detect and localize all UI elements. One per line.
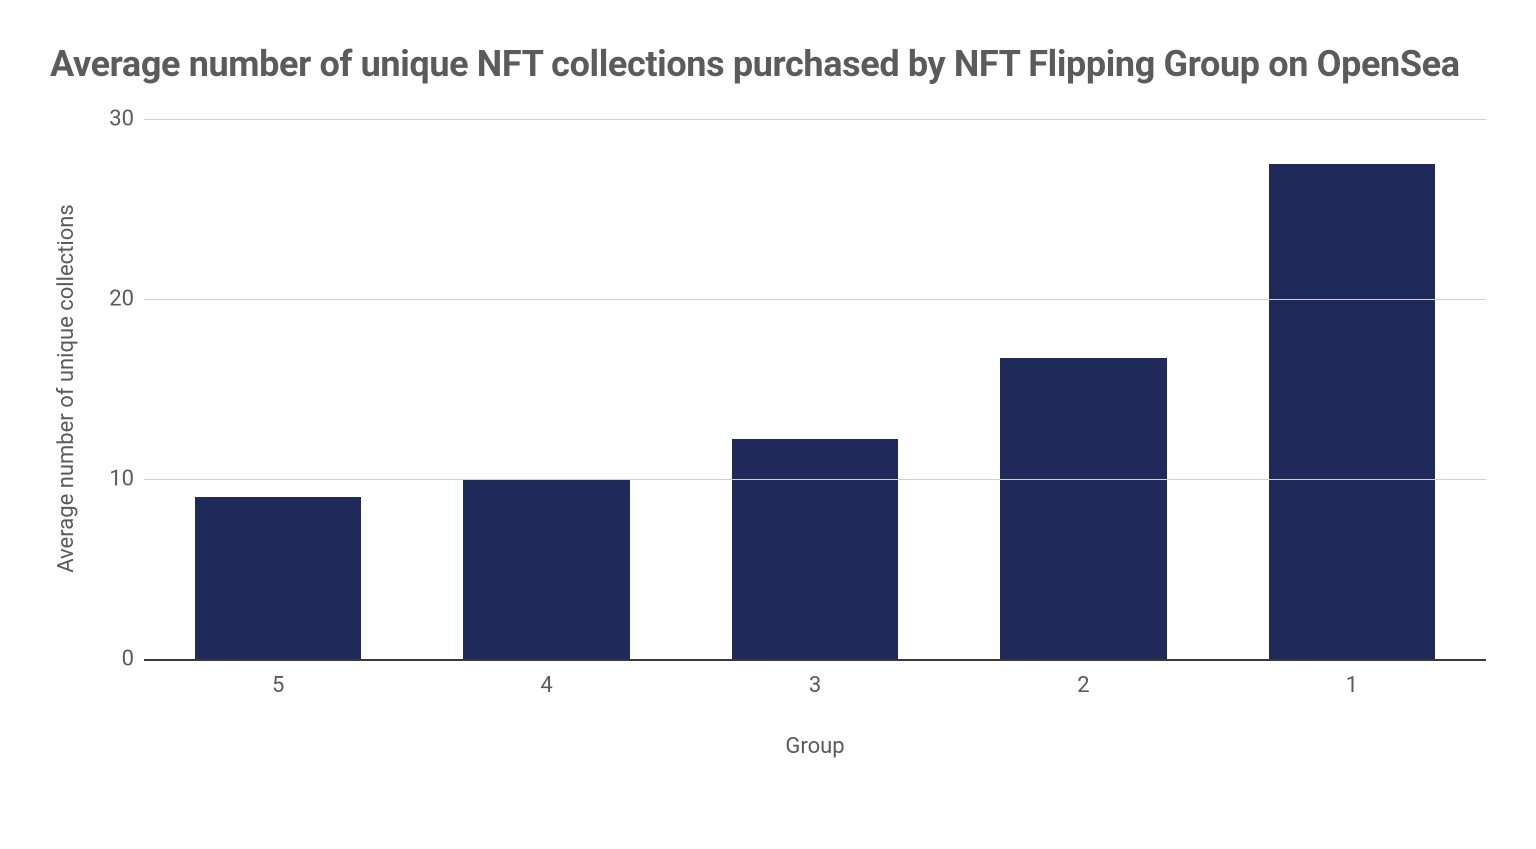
y-axis-label: Average number of unique collections <box>54 204 79 573</box>
bar <box>195 497 361 659</box>
bar <box>1000 358 1166 659</box>
bar-slot <box>412 119 680 659</box>
x-tick-label: 1 <box>1218 673 1486 698</box>
bar-slot <box>1218 119 1486 659</box>
x-tick-label: 2 <box>949 673 1217 698</box>
bar-slot <box>144 119 412 659</box>
plot-area <box>144 119 1486 659</box>
chart-title: Average number of unique NFT collections… <box>50 40 1486 89</box>
bar <box>1269 164 1435 659</box>
gridline <box>144 299 1486 300</box>
y-tick-label: 20 <box>109 286 134 311</box>
chart-body: Average number of unique collections 010… <box>50 119 1486 659</box>
y-axis-ticks: 0102030 <box>82 119 144 659</box>
x-axis-ticks: 54321 <box>144 673 1486 698</box>
y-tick-label: 10 <box>109 466 134 491</box>
bar-slot <box>949 119 1217 659</box>
bar-slot <box>681 119 949 659</box>
bar <box>732 439 898 659</box>
bar <box>463 480 629 658</box>
gridline <box>144 119 1486 120</box>
y-tick-label: 30 <box>109 106 134 131</box>
gridline <box>144 659 1486 661</box>
y-tick-label: 0 <box>122 646 134 671</box>
y-axis-label-wrap: Average number of unique collections <box>50 119 82 659</box>
x-axis-label: Group <box>144 734 1486 759</box>
x-tick-label: 3 <box>681 673 949 698</box>
x-tick-label: 5 <box>144 673 412 698</box>
gridline <box>144 479 1486 480</box>
x-tick-label: 4 <box>412 673 680 698</box>
bars-layer <box>144 119 1486 659</box>
chart-container: Average number of unique NFT collections… <box>0 0 1536 849</box>
x-ticks-row-outer: 54321 <box>144 673 1486 698</box>
